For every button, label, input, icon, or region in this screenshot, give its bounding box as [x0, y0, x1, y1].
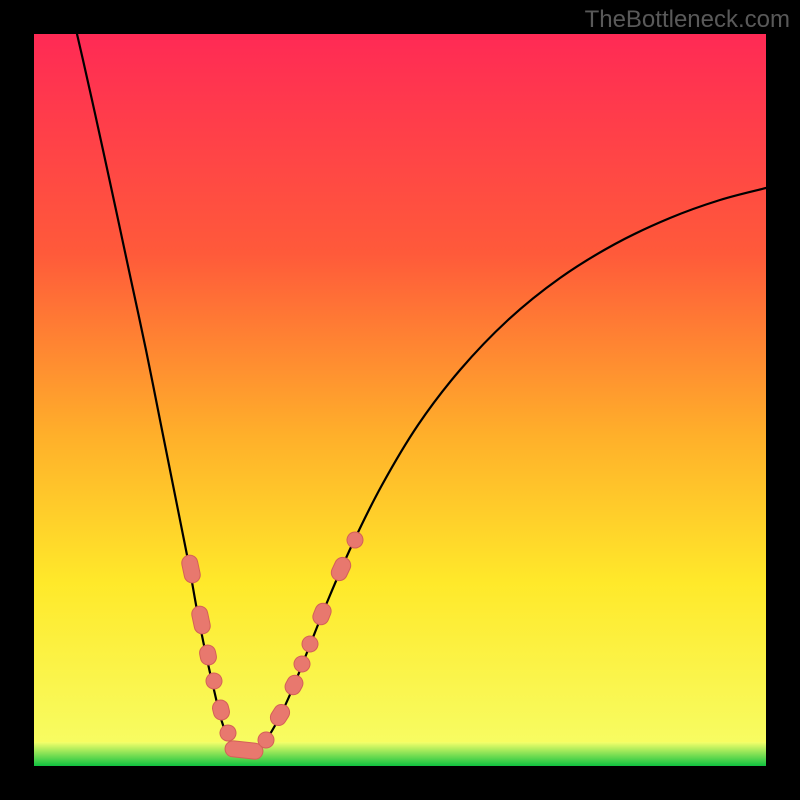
curve-branch [77, 34, 244, 754]
data-marker [190, 605, 211, 636]
data-marker [329, 555, 354, 584]
data-marker [299, 633, 320, 654]
data-marker [310, 601, 333, 627]
chart-frame: TheBottleneck.com [0, 0, 800, 800]
data-marker [224, 740, 263, 760]
data-marker [282, 672, 306, 697]
curve-branch [244, 188, 766, 754]
data-marker [267, 701, 292, 728]
data-marker [205, 672, 224, 691]
data-marker [291, 653, 312, 674]
watermark-text: TheBottleneck.com [585, 6, 790, 34]
data-marker [198, 644, 218, 667]
data-marker [180, 554, 201, 585]
bottleneck-curve [0, 0, 800, 800]
data-marker [344, 529, 366, 551]
data-marker [218, 723, 238, 743]
data-marker [211, 698, 231, 721]
